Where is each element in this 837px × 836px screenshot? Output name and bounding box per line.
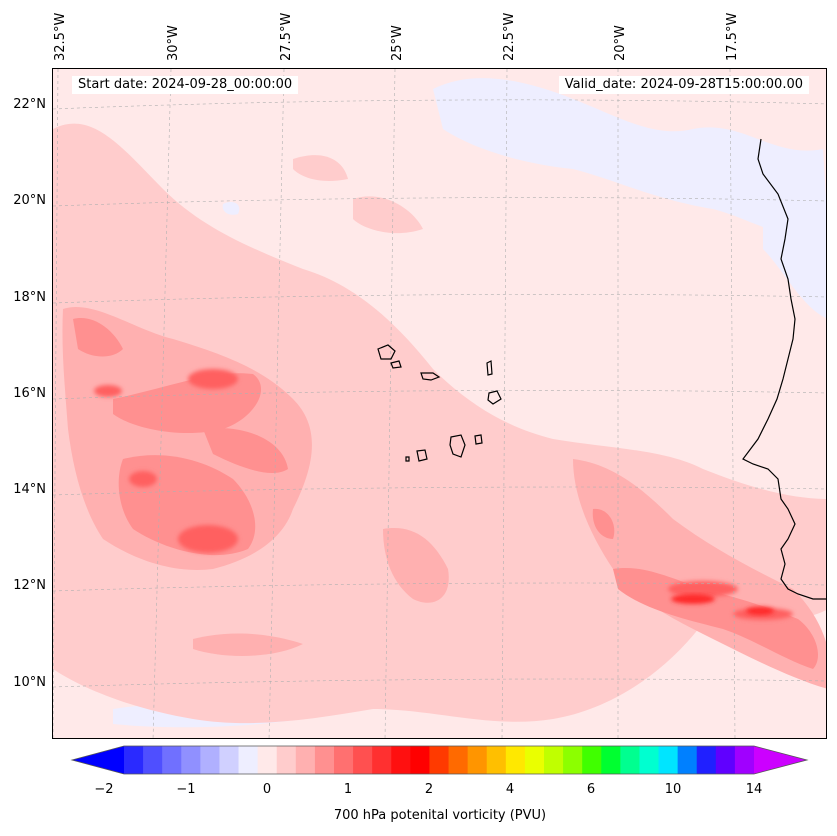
colorbar-outline: [70, 745, 809, 775]
valid-date-label: Valid_date: 2024-09-28T15:00:00.00: [558, 76, 809, 94]
map-panel[interactable]: [52, 68, 827, 739]
lat-label: 10°N: [13, 675, 46, 690]
colorbar-segment: [658, 746, 679, 774]
cabo-verde-islands: [377, 344, 502, 462]
colorbar-segment: [143, 746, 163, 774]
lon-label: 32.5°W: [53, 12, 68, 61]
colorbar-tick-label: 4: [505, 782, 515, 797]
colorbar-arrow-high: [754, 746, 807, 774]
colorbar-tick-label: −2: [94, 782, 114, 797]
colorbar-segment: [505, 746, 526, 774]
colorbar-tick-label: −1: [176, 782, 196, 797]
colorbar-segment: [467, 746, 488, 774]
lat-label: 12°N: [13, 578, 46, 593]
colorbar-arrow-low: [72, 746, 124, 774]
pv-contour-map: [53, 69, 826, 738]
colorbar-segment: [276, 746, 297, 774]
lon-label: 25°W: [390, 25, 405, 61]
colorbar-segment: [734, 746, 755, 774]
colorbar: [70, 745, 809, 775]
start-date-label: Start date: 2024-09-28_00:00:00: [72, 76, 299, 94]
colorbar-segment: [124, 746, 144, 774]
colorbar-segment: [639, 746, 660, 774]
colorbar-tick-label: 1: [343, 782, 353, 797]
colorbar-segment: [601, 746, 621, 774]
colorbar-segment: [715, 746, 736, 774]
colorbar-tick-label: 14: [745, 782, 763, 797]
lon-label: 22.5°W: [502, 12, 517, 61]
colorbar-segment: [334, 746, 354, 774]
colorbar-segment: [372, 746, 392, 774]
graticule: [53, 69, 826, 738]
colorbar-segment: [219, 746, 240, 774]
colorbar-segment: [486, 746, 507, 774]
lon-label: 30°W: [166, 25, 181, 61]
colorbar-tick-label: 0: [262, 782, 272, 797]
lat-label: 14°N: [13, 482, 46, 497]
colorbar-segment: [162, 746, 182, 774]
colorbar-segments: [72, 746, 807, 774]
colorbar-segment: [563, 746, 583, 774]
lat-label: 18°N: [13, 290, 46, 305]
colorbar-segment: [391, 746, 411, 774]
colorbar-segment: [257, 746, 278, 774]
colorbar-segment: [410, 746, 430, 774]
colorbar-segment: [429, 746, 450, 774]
lon-label: 20°W: [613, 25, 628, 61]
pv-max-cores: [671, 594, 774, 615]
lat-label: 16°N: [13, 386, 46, 401]
colorbar-segment: [620, 746, 640, 774]
colorbar-segment: [238, 746, 259, 774]
colorbar-segment: [544, 746, 564, 774]
coastline: [742, 138, 826, 600]
colorbar-segment: [677, 746, 698, 774]
colorbar-segment: [448, 746, 469, 774]
colorbar-segment: [524, 746, 545, 774]
pv-positive-cores: [94, 369, 793, 620]
colorbar-segment: [181, 746, 201, 774]
colorbar-tick-label: 6: [586, 782, 596, 797]
colorbar-segment: [582, 746, 602, 774]
colorbar-tick-label: 10: [664, 782, 682, 797]
lon-label: 17.5°W: [725, 12, 740, 61]
colorbar-segment: [353, 746, 373, 774]
lat-label: 20°N: [13, 193, 46, 208]
colorbar-label: 700 hPa potenital vorticity (PVU): [333, 808, 547, 823]
lat-label: 22°N: [13, 97, 46, 112]
colorbar-segment: [314, 746, 335, 774]
colorbar-segment: [200, 746, 220, 774]
colorbar-tick-label: 2: [424, 782, 434, 797]
colorbar-segment: [696, 746, 717, 774]
colorbar-segment: [295, 746, 316, 774]
lon-label: 27.5°W: [279, 12, 294, 61]
